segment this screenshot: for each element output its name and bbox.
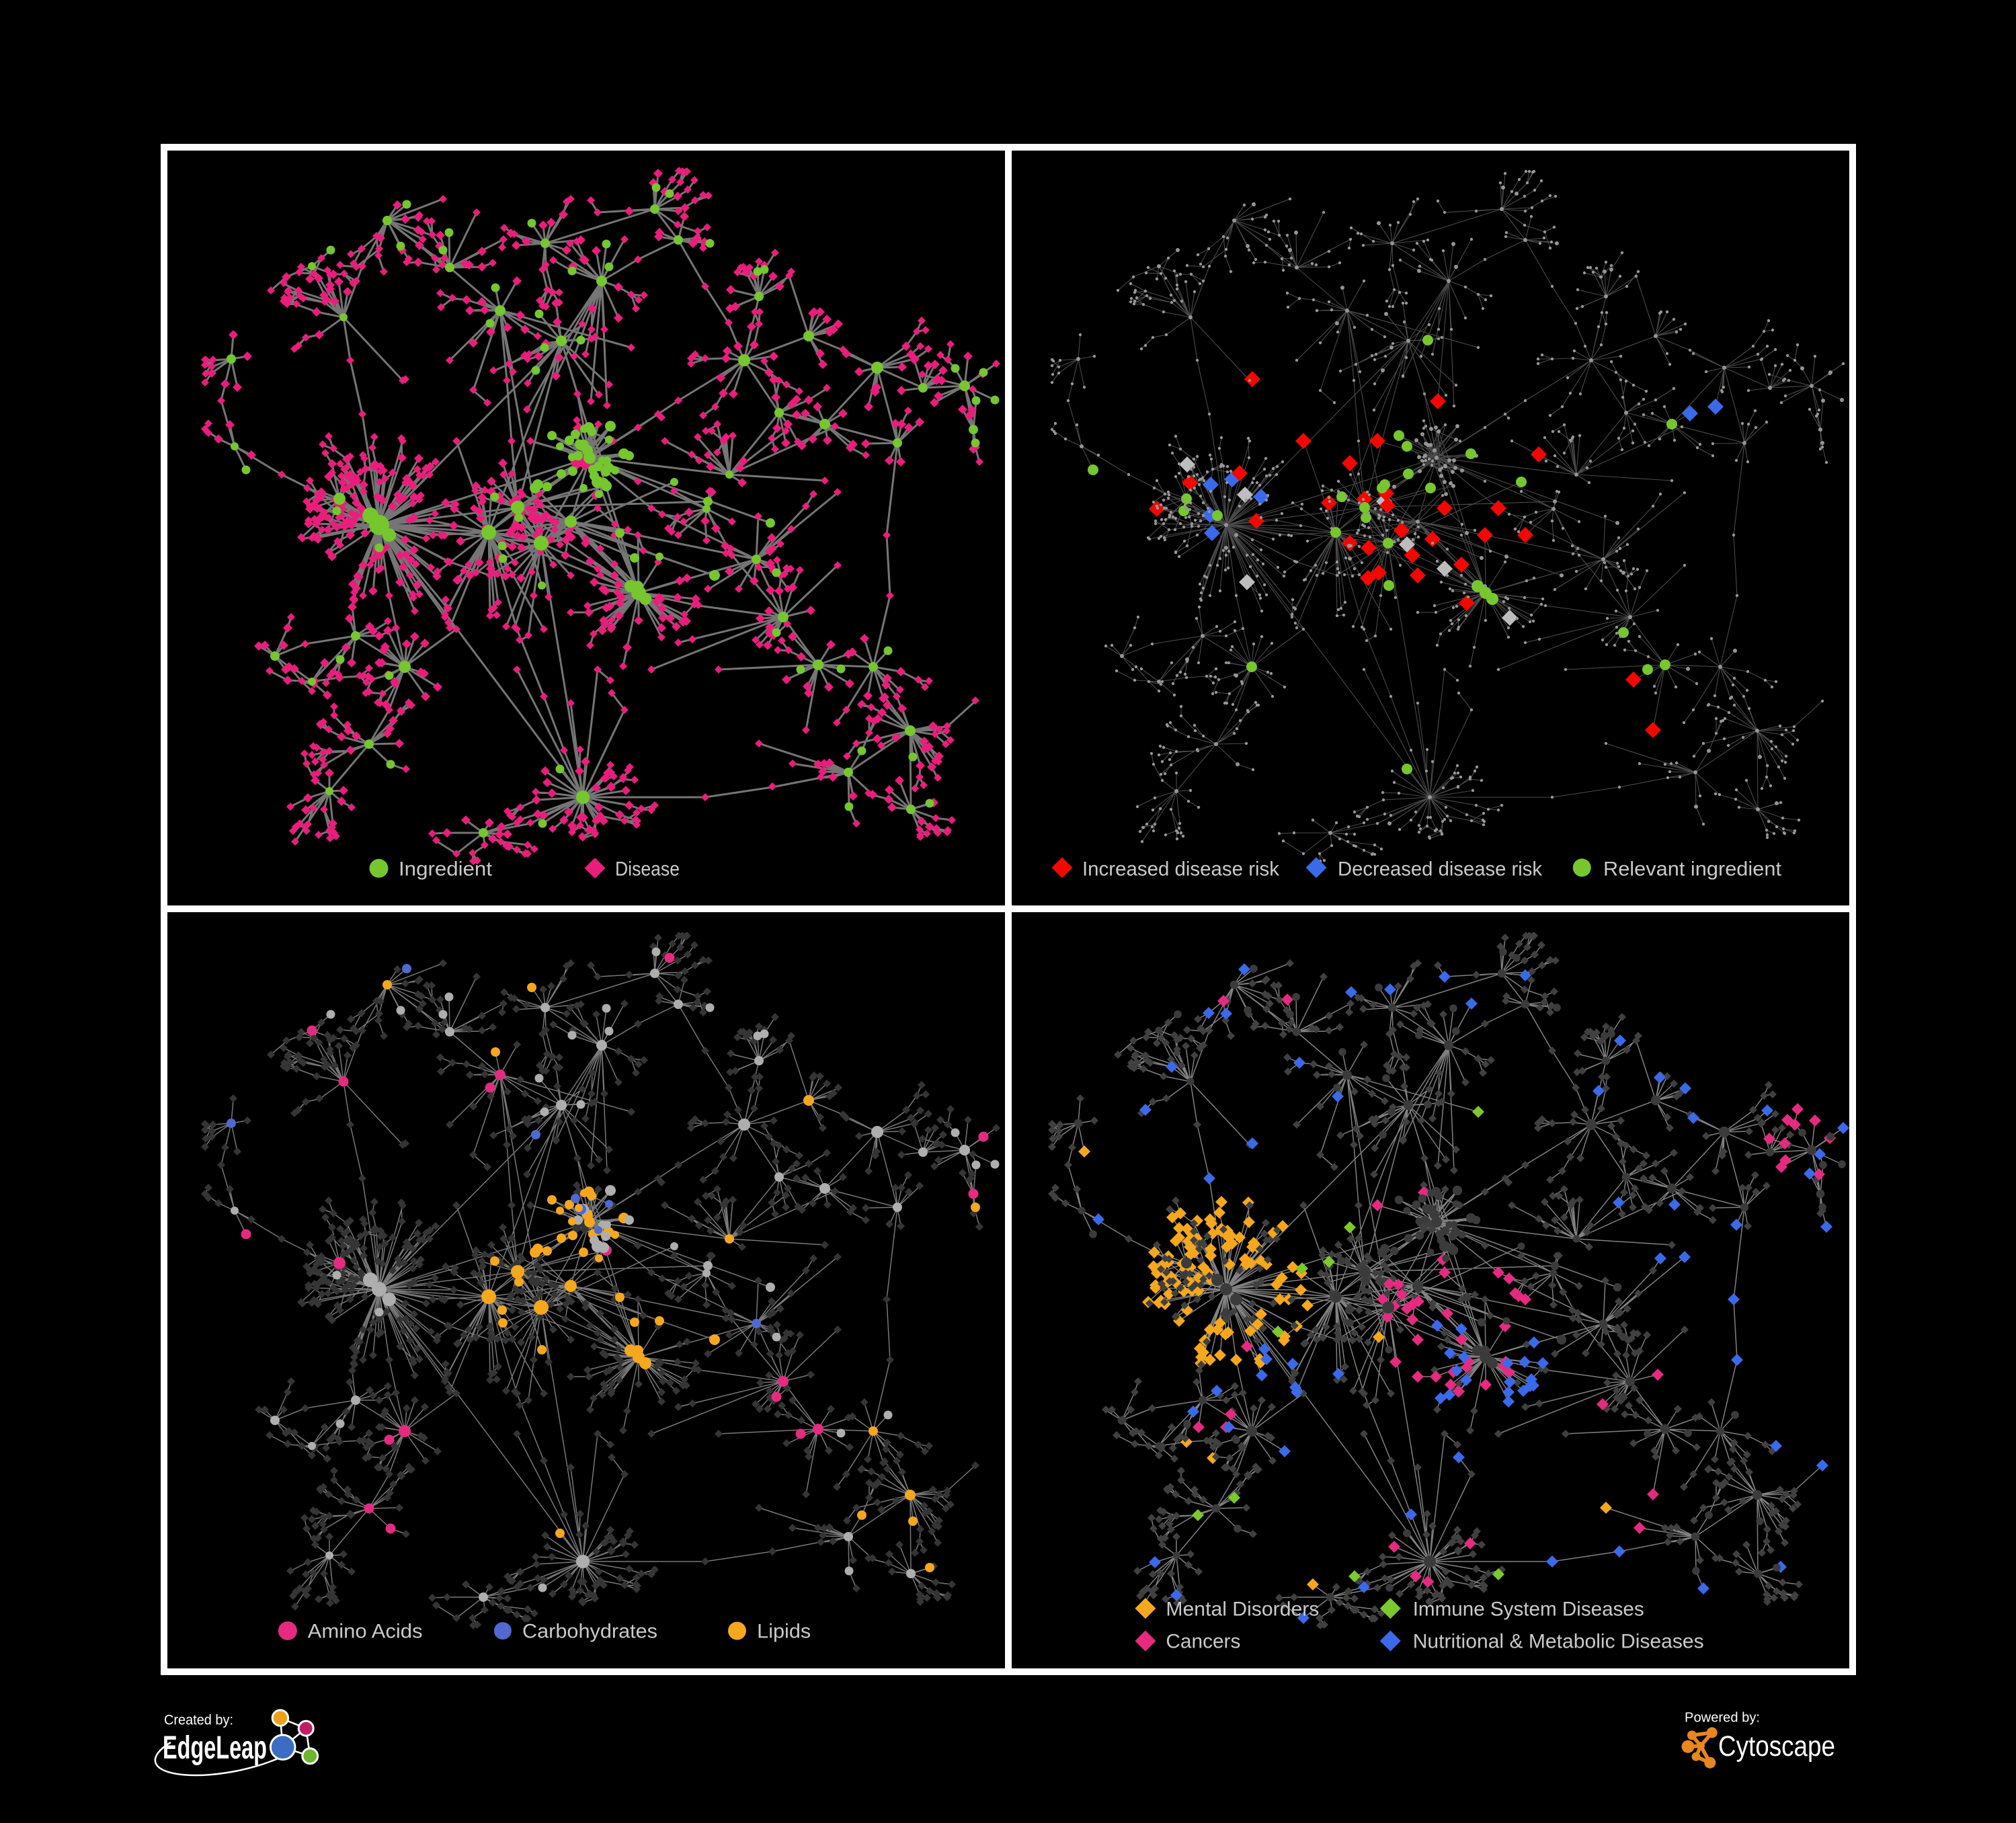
svg-text:EdgeLeap: EdgeLeap: [163, 1730, 267, 1766]
svg-text:Increased disease risk: Increased disease risk: [1082, 858, 1280, 881]
svg-text:Relevant ingredient: Relevant ingredient: [1603, 858, 1782, 881]
svg-text:Cytoscape: Cytoscape: [1718, 1730, 1835, 1763]
svg-text:Carbohydrates: Carbohydrates: [522, 1621, 657, 1643]
svg-text:Decreased disease risk: Decreased disease risk: [1338, 858, 1543, 881]
svg-text:Lipids: Lipids: [757, 1621, 811, 1643]
svg-text:Powered by:: Powered by:: [1685, 1710, 1760, 1726]
svg-text:Ingredient: Ingredient: [399, 858, 493, 881]
svg-text:Cancers: Cancers: [1166, 1631, 1240, 1653]
svg-text:Mental Disorders: Mental Disorders: [1166, 1598, 1319, 1621]
svg-text:Created by:: Created by:: [164, 1713, 233, 1728]
svg-text:Amino Acids: Amino Acids: [308, 1621, 423, 1643]
svg-text:Disease: Disease: [615, 858, 680, 881]
svg-text:Immune System Diseases: Immune System Diseases: [1413, 1598, 1644, 1621]
svg-text:Nutritional & Metabolic Diseas: Nutritional & Metabolic Diseases: [1413, 1631, 1704, 1653]
